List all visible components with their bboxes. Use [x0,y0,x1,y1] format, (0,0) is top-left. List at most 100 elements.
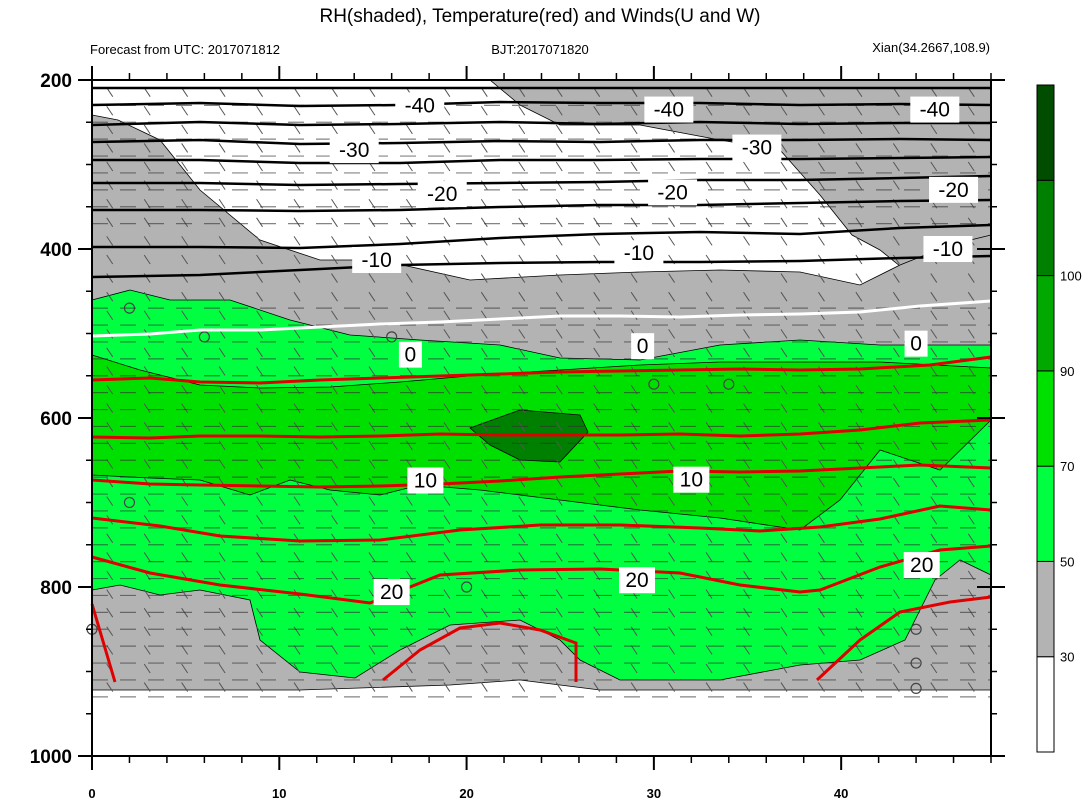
wind-barb [293,273,301,283]
wind-barb [181,626,189,637]
wind-barb [443,607,451,618]
wind-barb [743,552,750,562]
wind-barb [218,143,226,153]
wind-barb [293,329,301,339]
wind-barb [368,403,376,413]
wind-barb [480,403,488,413]
colorbar-tick-label: 90 [1060,364,1074,379]
wind-barb [331,105,338,116]
wind-barb [368,645,376,655]
contour-label-box [631,333,655,360]
wind-barb [143,645,151,655]
wind-barb [293,645,301,655]
contour-red [90,603,117,683]
wind-barb [967,552,975,562]
wind-barb [930,533,938,544]
wind-barb [780,533,788,544]
wind-barb [143,422,151,432]
wind-barb [630,663,638,674]
contour-label: 20 [910,554,933,577]
wind-barb [218,124,226,135]
wind-barb [930,291,938,302]
wind-barb [818,552,825,562]
contour-label: -40 [405,94,435,117]
wind-barb [818,459,825,469]
wind-barb [892,533,900,544]
wind-barb [218,645,226,655]
wind-barb [593,143,601,153]
wind-barb [967,143,975,153]
wind-barb [855,440,863,451]
wind-barb [892,403,900,413]
wind-barb [181,514,189,525]
wind-barb [892,626,900,637]
wind-barb [743,180,750,190]
wind-barb [818,403,825,413]
wind-barb [780,124,788,135]
wind-barb [331,384,338,395]
wind-barb [668,329,676,339]
wind-barb [256,291,263,302]
wind-barb [930,663,938,674]
wind-barb [518,143,526,153]
wind-barb [480,105,488,116]
wind-barb [518,496,526,506]
wind-barb [256,217,263,228]
wind-barb [143,682,151,692]
wind-barb [705,589,713,599]
wind-barb [331,124,338,135]
contour-black [91,254,992,279]
wind-barb [630,514,638,525]
contour-red [91,418,992,440]
wind-barb [780,384,788,395]
wind-barb [668,682,676,692]
wind-barb [930,329,938,339]
wind-barb [743,589,750,599]
wind-barb [368,347,376,358]
wind-barb [405,626,413,637]
wind-barb [967,589,975,599]
colorbar-segment [1036,370,1055,467]
wind-barb [930,682,938,692]
wind-barb [480,552,488,562]
wind-barb [930,626,938,637]
wind-barb [331,589,338,599]
x-tick-label: 0 [88,786,95,801]
contour-label-box [398,341,422,368]
wind-barb [818,645,825,655]
wind-barb [331,607,338,618]
bjt-subtitle: BJT:2017071820 [491,42,589,57]
wind-barb [593,347,601,358]
wind-barb [818,533,825,544]
contour-labels: -40 -40 -40 -30 -30 -20 -20 -20 -10 -10 -10 0 0 0 10 10… [329,92,979,606]
wind-barb [480,440,488,451]
wind-barb [480,217,488,228]
wind-barb [331,366,338,376]
wind-barb [668,124,676,135]
wind-barb [593,533,601,544]
wind-barb [705,496,713,506]
wind-barb [331,310,338,321]
wind-barb [480,626,488,637]
wind-barb [930,589,938,599]
wind-barb [780,180,788,190]
wind-barb [892,570,900,581]
wind-barb [892,143,900,153]
wind-barb [256,626,263,637]
wind-barb [743,291,750,302]
wind-barb [855,273,863,283]
wind-barb [855,496,863,506]
colorbar-tick-label: 30 [1060,650,1074,665]
wind-barb [443,533,451,544]
wind-barb [331,403,338,413]
wind-barb [368,329,376,339]
wind-barb [967,291,975,302]
wind-barb [143,347,151,358]
wind-barb [368,310,376,321]
wind-barb [668,291,676,302]
wind-barb [555,589,563,599]
wind-barb [218,384,226,395]
wind-barb [368,682,376,692]
wind-barb [143,607,151,618]
contour-black [92,223,992,250]
